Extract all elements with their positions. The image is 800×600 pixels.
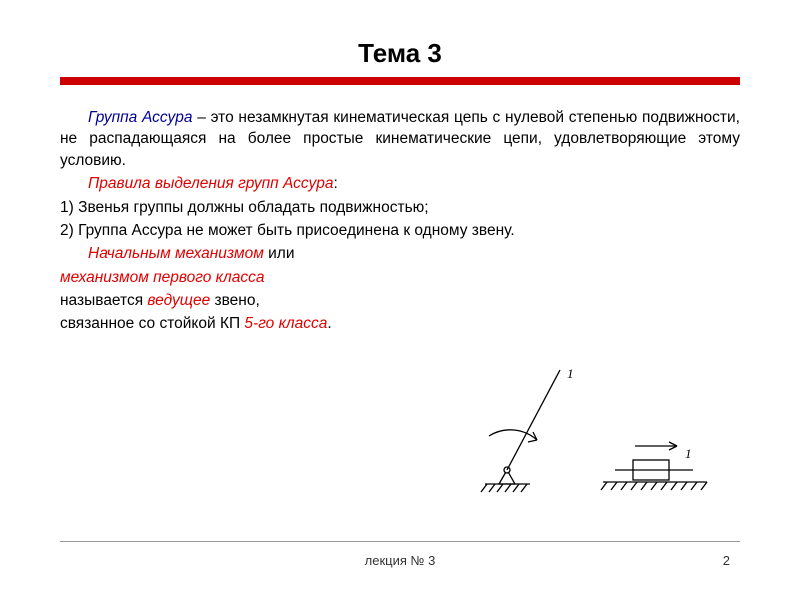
mechanism-diagrams: 1	[475, 360, 715, 500]
term-first-class-mechanism: механизмом первого класса	[60, 267, 740, 288]
slider-diagram: 1	[601, 442, 707, 490]
p7-b: звено,	[210, 292, 260, 309]
rule-2: 2) Группа Ассура не может быть присоедин…	[60, 220, 740, 241]
term-assur-group: Группа Ассура	[88, 109, 193, 126]
svg-text:1: 1	[685, 446, 692, 461]
p8-b: .	[327, 315, 331, 332]
p5-rest: или	[264, 245, 295, 262]
svg-text:1: 1	[567, 366, 574, 381]
title-bar	[60, 77, 740, 85]
p8-a: связанное со стойкой КП	[60, 315, 244, 332]
p7-a: называется	[60, 292, 147, 309]
term-initial-mechanism: Начальным механизмом	[88, 245, 264, 262]
rules-head: Правила выделения групп Ассура	[88, 175, 333, 192]
rules-colon: :	[333, 175, 337, 192]
title: Тема 3	[60, 38, 740, 69]
page-number: 2	[723, 553, 730, 568]
term-5th-class: 5-го класса	[244, 315, 327, 332]
slide: Тема 3 Группа Ассура – это незамкнутая к…	[0, 0, 800, 600]
rule-1: 1) Звенья группы должны обладать подвижн…	[60, 197, 740, 218]
footer-text: лекция № 3	[0, 553, 800, 568]
term-driving-link: ведущее	[147, 292, 210, 309]
body-text: Группа Ассура – это незамкнутая кинемати…	[60, 107, 740, 335]
footer-divider	[60, 541, 740, 542]
pendulum-diagram: 1	[481, 366, 574, 492]
